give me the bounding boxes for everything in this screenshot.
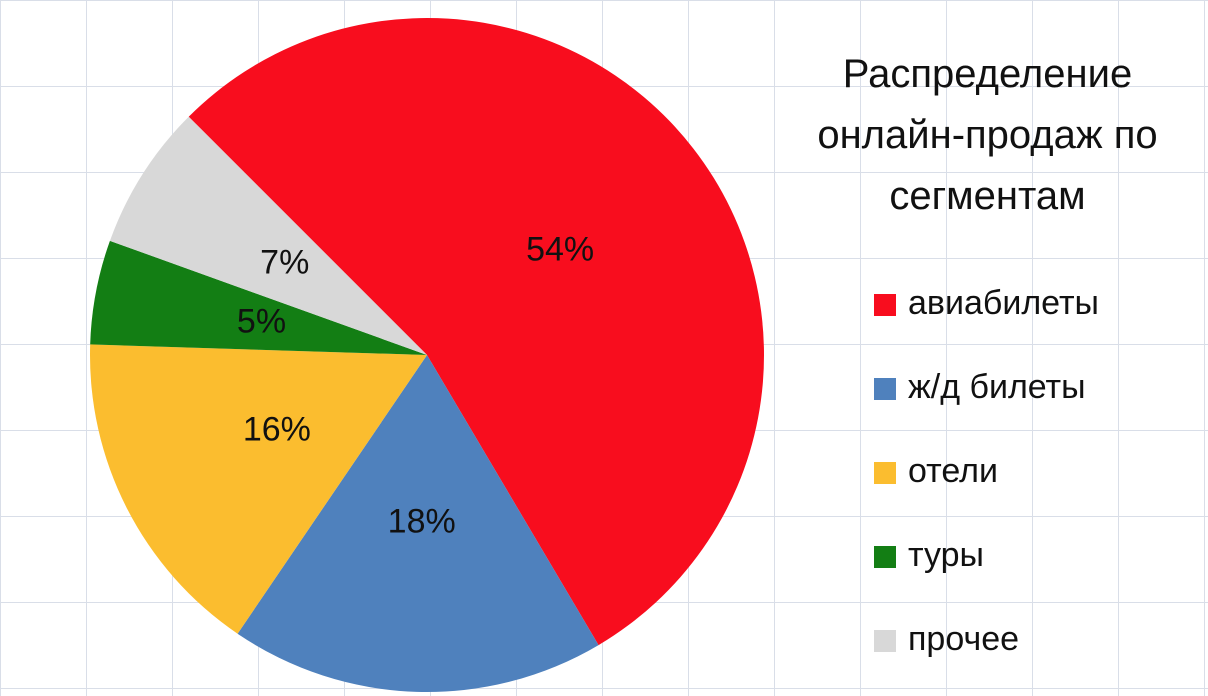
legend-swatch xyxy=(874,462,896,484)
legend-label: туры xyxy=(908,536,984,574)
pie-slice xyxy=(90,344,428,634)
legend-swatch xyxy=(874,378,896,400)
data-label: 18% xyxy=(388,502,456,540)
pie-slice xyxy=(188,17,764,646)
legend-swatch xyxy=(874,630,896,652)
legend-label: прочее xyxy=(908,620,1019,658)
legend-label: отели xyxy=(908,452,998,490)
data-label: 5% xyxy=(237,302,286,340)
legend-swatch xyxy=(874,294,896,316)
pie-slice xyxy=(237,355,599,693)
chart-title: Распределение онлайн-продаж по сегментам xyxy=(817,52,1158,218)
legend-swatch xyxy=(874,546,896,568)
data-label: 7% xyxy=(260,244,309,282)
pie-slice xyxy=(90,240,427,355)
pie-slice xyxy=(109,116,427,355)
legend-label: авиабилеты xyxy=(908,284,1099,322)
data-label: 54% xyxy=(526,231,594,269)
legend-label: ж/д билеты xyxy=(908,368,1086,406)
data-label: 16% xyxy=(243,410,311,448)
